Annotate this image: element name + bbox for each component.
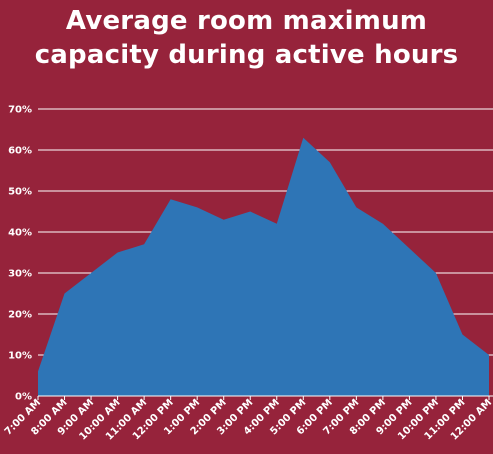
y-tick-label: 20% [8,310,32,321]
y-axis-ticks: 0% 10% 20% 30% 40% 50% 60% 70% [8,105,32,403]
y-tick-label: 0% [15,392,32,403]
y-tick-label: 50% [8,187,32,198]
y-tick-label: 40% [8,228,32,239]
chart-title: Average room maximum capacity during act… [0,4,493,72]
y-tick-label: 30% [8,269,32,280]
y-tick-label: 60% [8,146,32,157]
chart-title-line-2: capacity during active hours [34,40,459,70]
y-tick-label: 70% [8,105,32,116]
area-series [38,137,489,396]
area-fill [38,137,489,396]
y-tick-label: 10% [8,351,32,362]
chart-title-line-1: Average room maximum [65,6,428,36]
axes [37,395,493,400]
